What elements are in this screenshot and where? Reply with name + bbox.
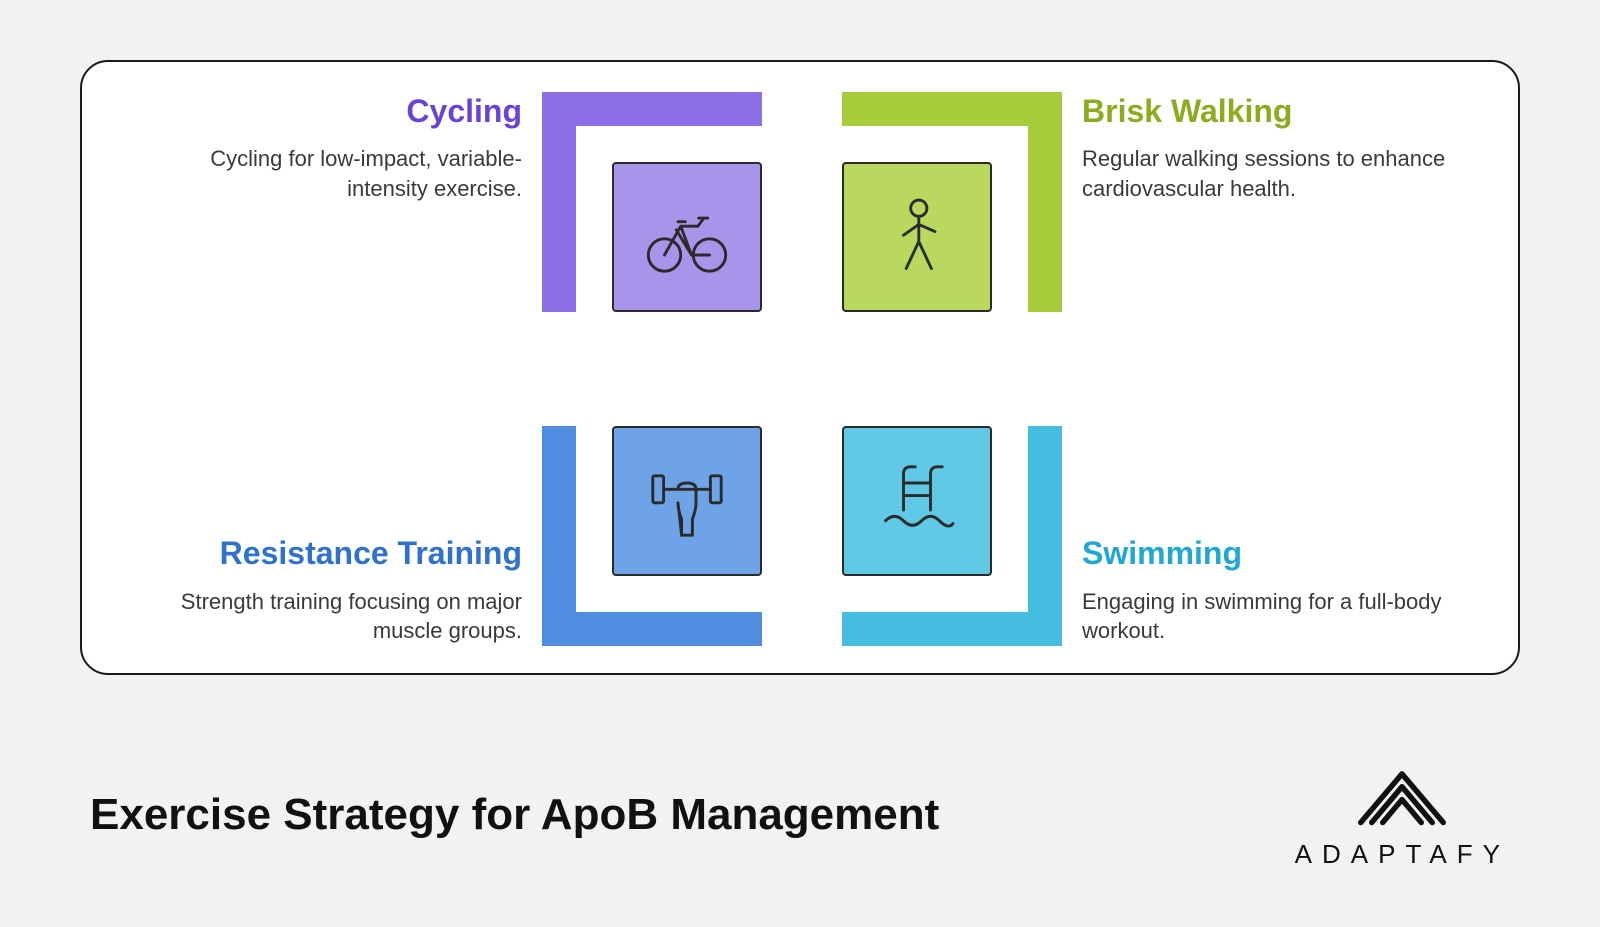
desc-walking: Regular walking sessions to enhance card… xyxy=(1082,144,1462,203)
text-block-swimming: Swimming Engaging in swimming for a full… xyxy=(1082,534,1462,646)
brand-logo: ADAPTAFY xyxy=(1295,760,1510,870)
brand-name: ADAPTAFY xyxy=(1295,839,1510,870)
text-block-cycling: Cycling Cycling for low-impact, variable… xyxy=(142,92,522,204)
walking-icon xyxy=(872,192,962,282)
quadrant-resistance: Resistance Training Strength training fo… xyxy=(82,369,802,676)
text-block-walking: Brisk Walking Regular walking sessions t… xyxy=(1082,92,1462,204)
pool-icon xyxy=(872,456,962,546)
heading-walking: Brisk Walking xyxy=(1082,92,1462,130)
desc-resistance: Strength training focusing on major musc… xyxy=(142,587,522,646)
page-title: Exercise Strategy for ApoB Management xyxy=(90,790,939,840)
heading-swimming: Swimming xyxy=(1082,534,1462,572)
adaptafy-logo-icon xyxy=(1347,760,1457,830)
icon-box-cycling xyxy=(612,162,762,312)
icon-box-resistance xyxy=(612,426,762,576)
quadrant-cycling: Cycling Cycling for low-impact, variable… xyxy=(82,62,802,369)
desc-swimming: Engaging in swimming for a full-body wor… xyxy=(1082,587,1462,646)
heading-cycling: Cycling xyxy=(142,92,522,130)
heading-resistance: Resistance Training xyxy=(142,534,522,572)
desc-cycling: Cycling for low-impact, variable-intensi… xyxy=(142,144,522,203)
infographic-card: Cycling Cycling for low-impact, variable… xyxy=(80,60,1520,675)
dumbbell-icon xyxy=(642,456,732,546)
icon-box-walking xyxy=(842,162,992,312)
quadrant-swimming: Swimming Engaging in swimming for a full… xyxy=(802,369,1522,676)
text-block-resistance: Resistance Training Strength training fo… xyxy=(142,534,522,646)
icon-box-swimming xyxy=(842,426,992,576)
quadrant-walking: Brisk Walking Regular walking sessions t… xyxy=(802,62,1522,369)
bicycle-icon xyxy=(642,192,732,282)
